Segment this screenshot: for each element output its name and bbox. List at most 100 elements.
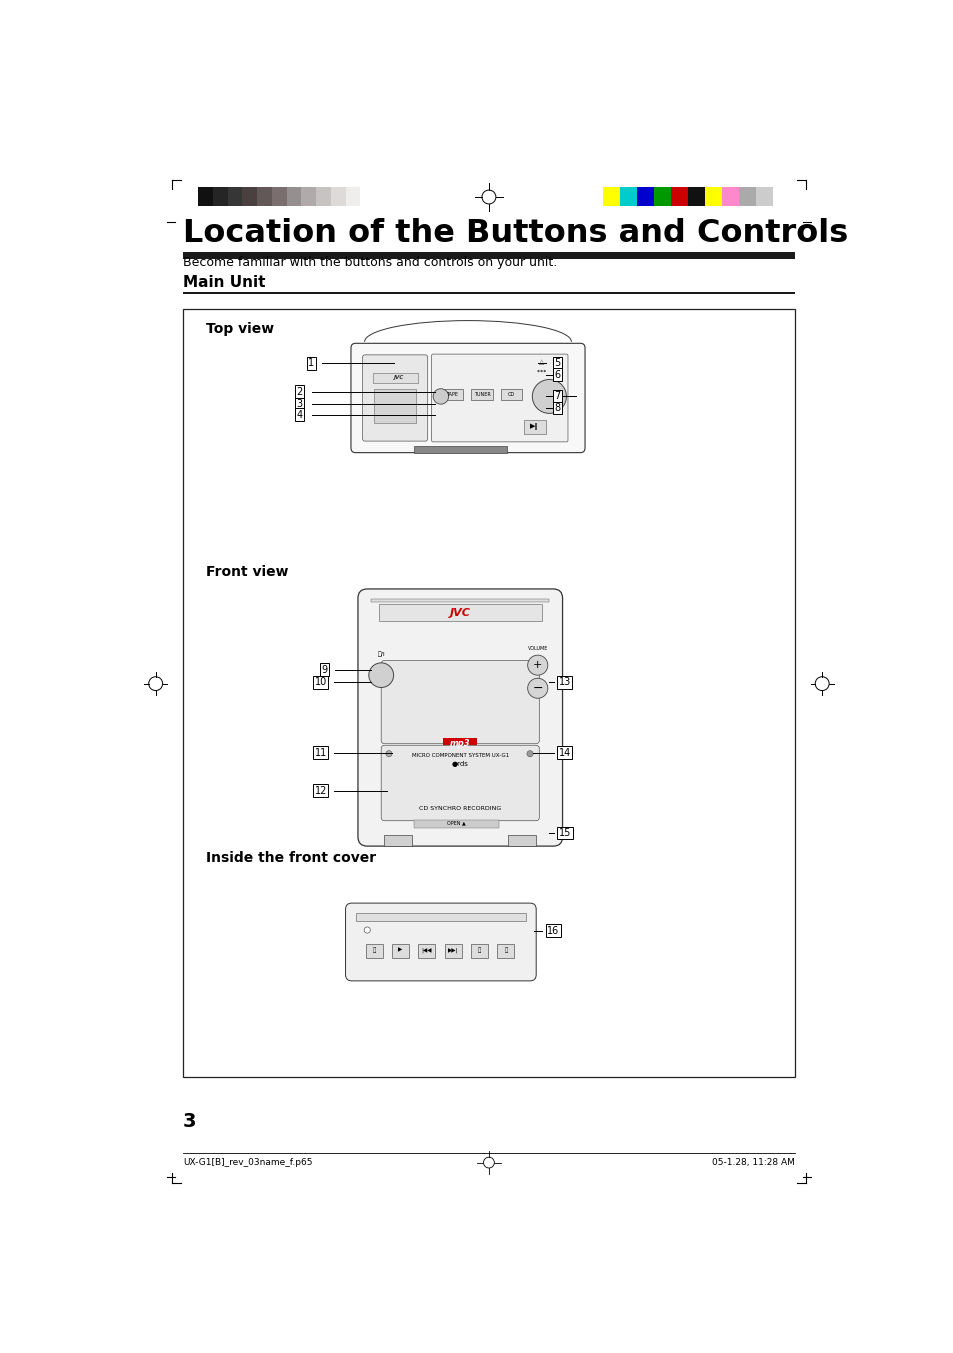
- Text: TUNER: TUNER: [473, 391, 490, 396]
- Bar: [508, 835, 536, 846]
- FancyBboxPatch shape: [381, 746, 538, 821]
- Text: 3: 3: [183, 1112, 196, 1131]
- Text: 13: 13: [558, 676, 571, 687]
- Text: 05-1.28, 11:28 AM: 05-1.28, 11:28 AM: [712, 1158, 794, 1168]
- Text: Become familiar with the buttons and controls on your unit.: Become familiar with the buttons and con…: [183, 256, 557, 269]
- Bar: [228, 187, 242, 206]
- Text: VOLUME: VOLUME: [527, 647, 547, 651]
- Text: 14: 14: [558, 748, 571, 758]
- Text: CD SYNCHRO RECORDING: CD SYNCHRO RECORDING: [418, 806, 501, 812]
- Bar: [345, 187, 360, 206]
- Bar: [384, 835, 412, 846]
- Text: JVC: JVC: [450, 607, 470, 618]
- Bar: [687, 187, 704, 206]
- Circle shape: [537, 369, 539, 372]
- Text: 4: 4: [296, 410, 302, 419]
- Bar: [272, 187, 286, 206]
- Bar: [286, 187, 301, 206]
- Text: −: −: [532, 682, 542, 695]
- Text: ●rds: ●rds: [452, 760, 468, 767]
- Bar: [414, 820, 498, 828]
- Text: Main Unit: Main Unit: [183, 275, 265, 290]
- Bar: [444, 944, 461, 958]
- Bar: [365, 944, 382, 958]
- Text: Top view: Top view: [206, 322, 274, 337]
- Bar: [670, 187, 687, 206]
- Bar: [497, 944, 514, 958]
- Circle shape: [540, 369, 542, 372]
- Bar: [602, 187, 619, 206]
- Bar: [301, 187, 315, 206]
- Text: Inside the front cover: Inside the front cover: [206, 851, 375, 866]
- Text: 16: 16: [547, 925, 558, 936]
- Text: 6: 6: [554, 369, 559, 380]
- Bar: [471, 944, 488, 958]
- Bar: [378, 605, 541, 621]
- Bar: [331, 187, 345, 206]
- Text: TAPE: TAPE: [446, 391, 458, 396]
- Text: 7: 7: [554, 391, 559, 402]
- Bar: [242, 187, 257, 206]
- Circle shape: [385, 751, 392, 756]
- Text: 10: 10: [314, 676, 327, 687]
- Text: mp3: mp3: [450, 739, 470, 748]
- Circle shape: [369, 663, 394, 687]
- Bar: [500, 388, 521, 400]
- Bar: [414, 446, 506, 453]
- Bar: [756, 187, 773, 206]
- Circle shape: [526, 751, 533, 756]
- Circle shape: [433, 388, 448, 405]
- Bar: [392, 944, 409, 958]
- Circle shape: [527, 655, 547, 675]
- Circle shape: [543, 369, 545, 372]
- Text: UX-G1[B]_rev_03name_f.p65: UX-G1[B]_rev_03name_f.p65: [183, 1158, 312, 1168]
- Text: ▶: ▶: [398, 947, 402, 953]
- FancyBboxPatch shape: [362, 354, 427, 441]
- Text: +: +: [533, 660, 542, 670]
- Text: MICRO COMPONENT SYSTEM UX-G1: MICRO COMPONENT SYSTEM UX-G1: [411, 754, 508, 758]
- Bar: [441, 388, 463, 400]
- FancyBboxPatch shape: [381, 660, 538, 744]
- Bar: [619, 187, 637, 206]
- Circle shape: [532, 379, 566, 414]
- Text: ▶‖: ▶‖: [530, 423, 538, 430]
- Bar: [654, 187, 670, 206]
- Bar: [183, 292, 794, 294]
- Bar: [183, 252, 794, 260]
- Text: 3: 3: [296, 399, 302, 409]
- Text: 12: 12: [314, 786, 327, 796]
- Text: |◀◀: |◀◀: [421, 947, 432, 953]
- FancyBboxPatch shape: [431, 354, 567, 442]
- Text: 1: 1: [308, 359, 314, 368]
- FancyBboxPatch shape: [351, 344, 584, 453]
- Bar: [637, 187, 654, 206]
- Bar: [373, 372, 417, 383]
- Bar: [471, 388, 493, 400]
- Text: Front view: Front view: [206, 566, 288, 579]
- Text: ⏮: ⏮: [373, 947, 375, 953]
- Text: ▶▶|: ▶▶|: [448, 947, 458, 953]
- Circle shape: [527, 678, 547, 698]
- Bar: [704, 187, 721, 206]
- Text: ⏺: ⏺: [477, 947, 480, 953]
- Text: Location of the Buttons and Controls: Location of the Buttons and Controls: [183, 218, 847, 249]
- Bar: [355, 913, 525, 921]
- Text: CD: CD: [507, 391, 515, 396]
- Text: 2: 2: [296, 387, 303, 396]
- Circle shape: [364, 927, 370, 934]
- Bar: [374, 388, 416, 423]
- Bar: [739, 187, 756, 206]
- Bar: [721, 187, 739, 206]
- Text: 5: 5: [554, 359, 559, 368]
- Bar: [183, 310, 794, 1077]
- Text: 8: 8: [554, 403, 559, 413]
- Bar: [523, 421, 545, 434]
- Bar: [198, 187, 213, 206]
- Bar: [315, 187, 331, 206]
- FancyBboxPatch shape: [345, 902, 536, 981]
- Bar: [443, 737, 476, 750]
- Bar: [257, 187, 272, 206]
- FancyBboxPatch shape: [357, 589, 562, 846]
- Text: JVC: JVC: [394, 375, 404, 380]
- Bar: [213, 187, 228, 206]
